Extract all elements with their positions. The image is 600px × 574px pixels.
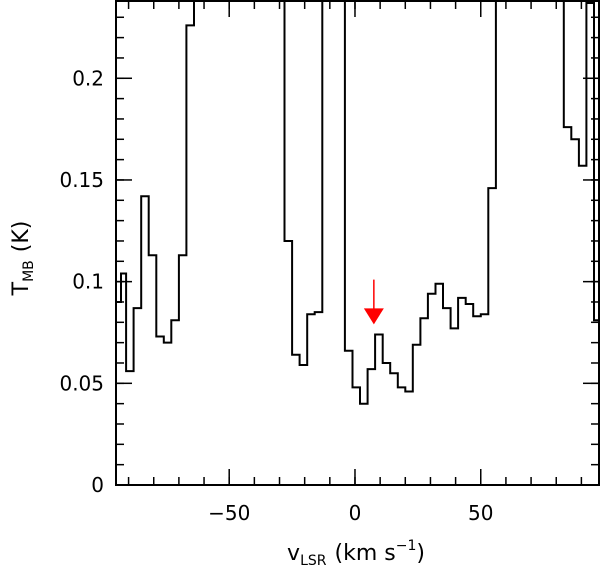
x-tick-label: 0 (349, 501, 362, 525)
y-tick-label: 0.2 (72, 66, 104, 90)
x-tick-label: −50 (208, 501, 250, 525)
major-ticks (116, 1, 599, 486)
x-axis-label-units-pre: (km s (335, 541, 396, 566)
y-axis-label-sub: MB (21, 260, 37, 282)
y-tick-label: 0.15 (59, 168, 104, 192)
tick-labels: −50 0 50 0 0.05 0.1 0.15 0.2 (59, 66, 493, 525)
minor-ticks (116, 1, 599, 486)
y-tick-label: 0.05 (59, 371, 104, 395)
y-tick-label: 0.1 (72, 270, 104, 294)
series-layer (116, 1, 599, 405)
marker-layer (363, 279, 384, 325)
y-axis-label-main: T (9, 281, 34, 296)
x-axis-label-main: v (287, 541, 300, 566)
x-axis-label-units-post: ) (416, 541, 425, 566)
spectrum-line (116, 1, 599, 405)
x-axis-label-sup: −1 (396, 538, 417, 554)
red-arrow-head (363, 308, 384, 325)
y-axis-label-units: (K) (9, 221, 34, 253)
x-axis-label-sub: LSR (300, 553, 327, 569)
y-axis-label: TMB (K) (9, 221, 37, 297)
y-tick-label: 0 (91, 473, 104, 497)
plot-frame (115, 0, 600, 486)
x-tick-label: 50 (468, 501, 493, 525)
x-axis-label: vLSR (km s−1) (287, 538, 425, 569)
